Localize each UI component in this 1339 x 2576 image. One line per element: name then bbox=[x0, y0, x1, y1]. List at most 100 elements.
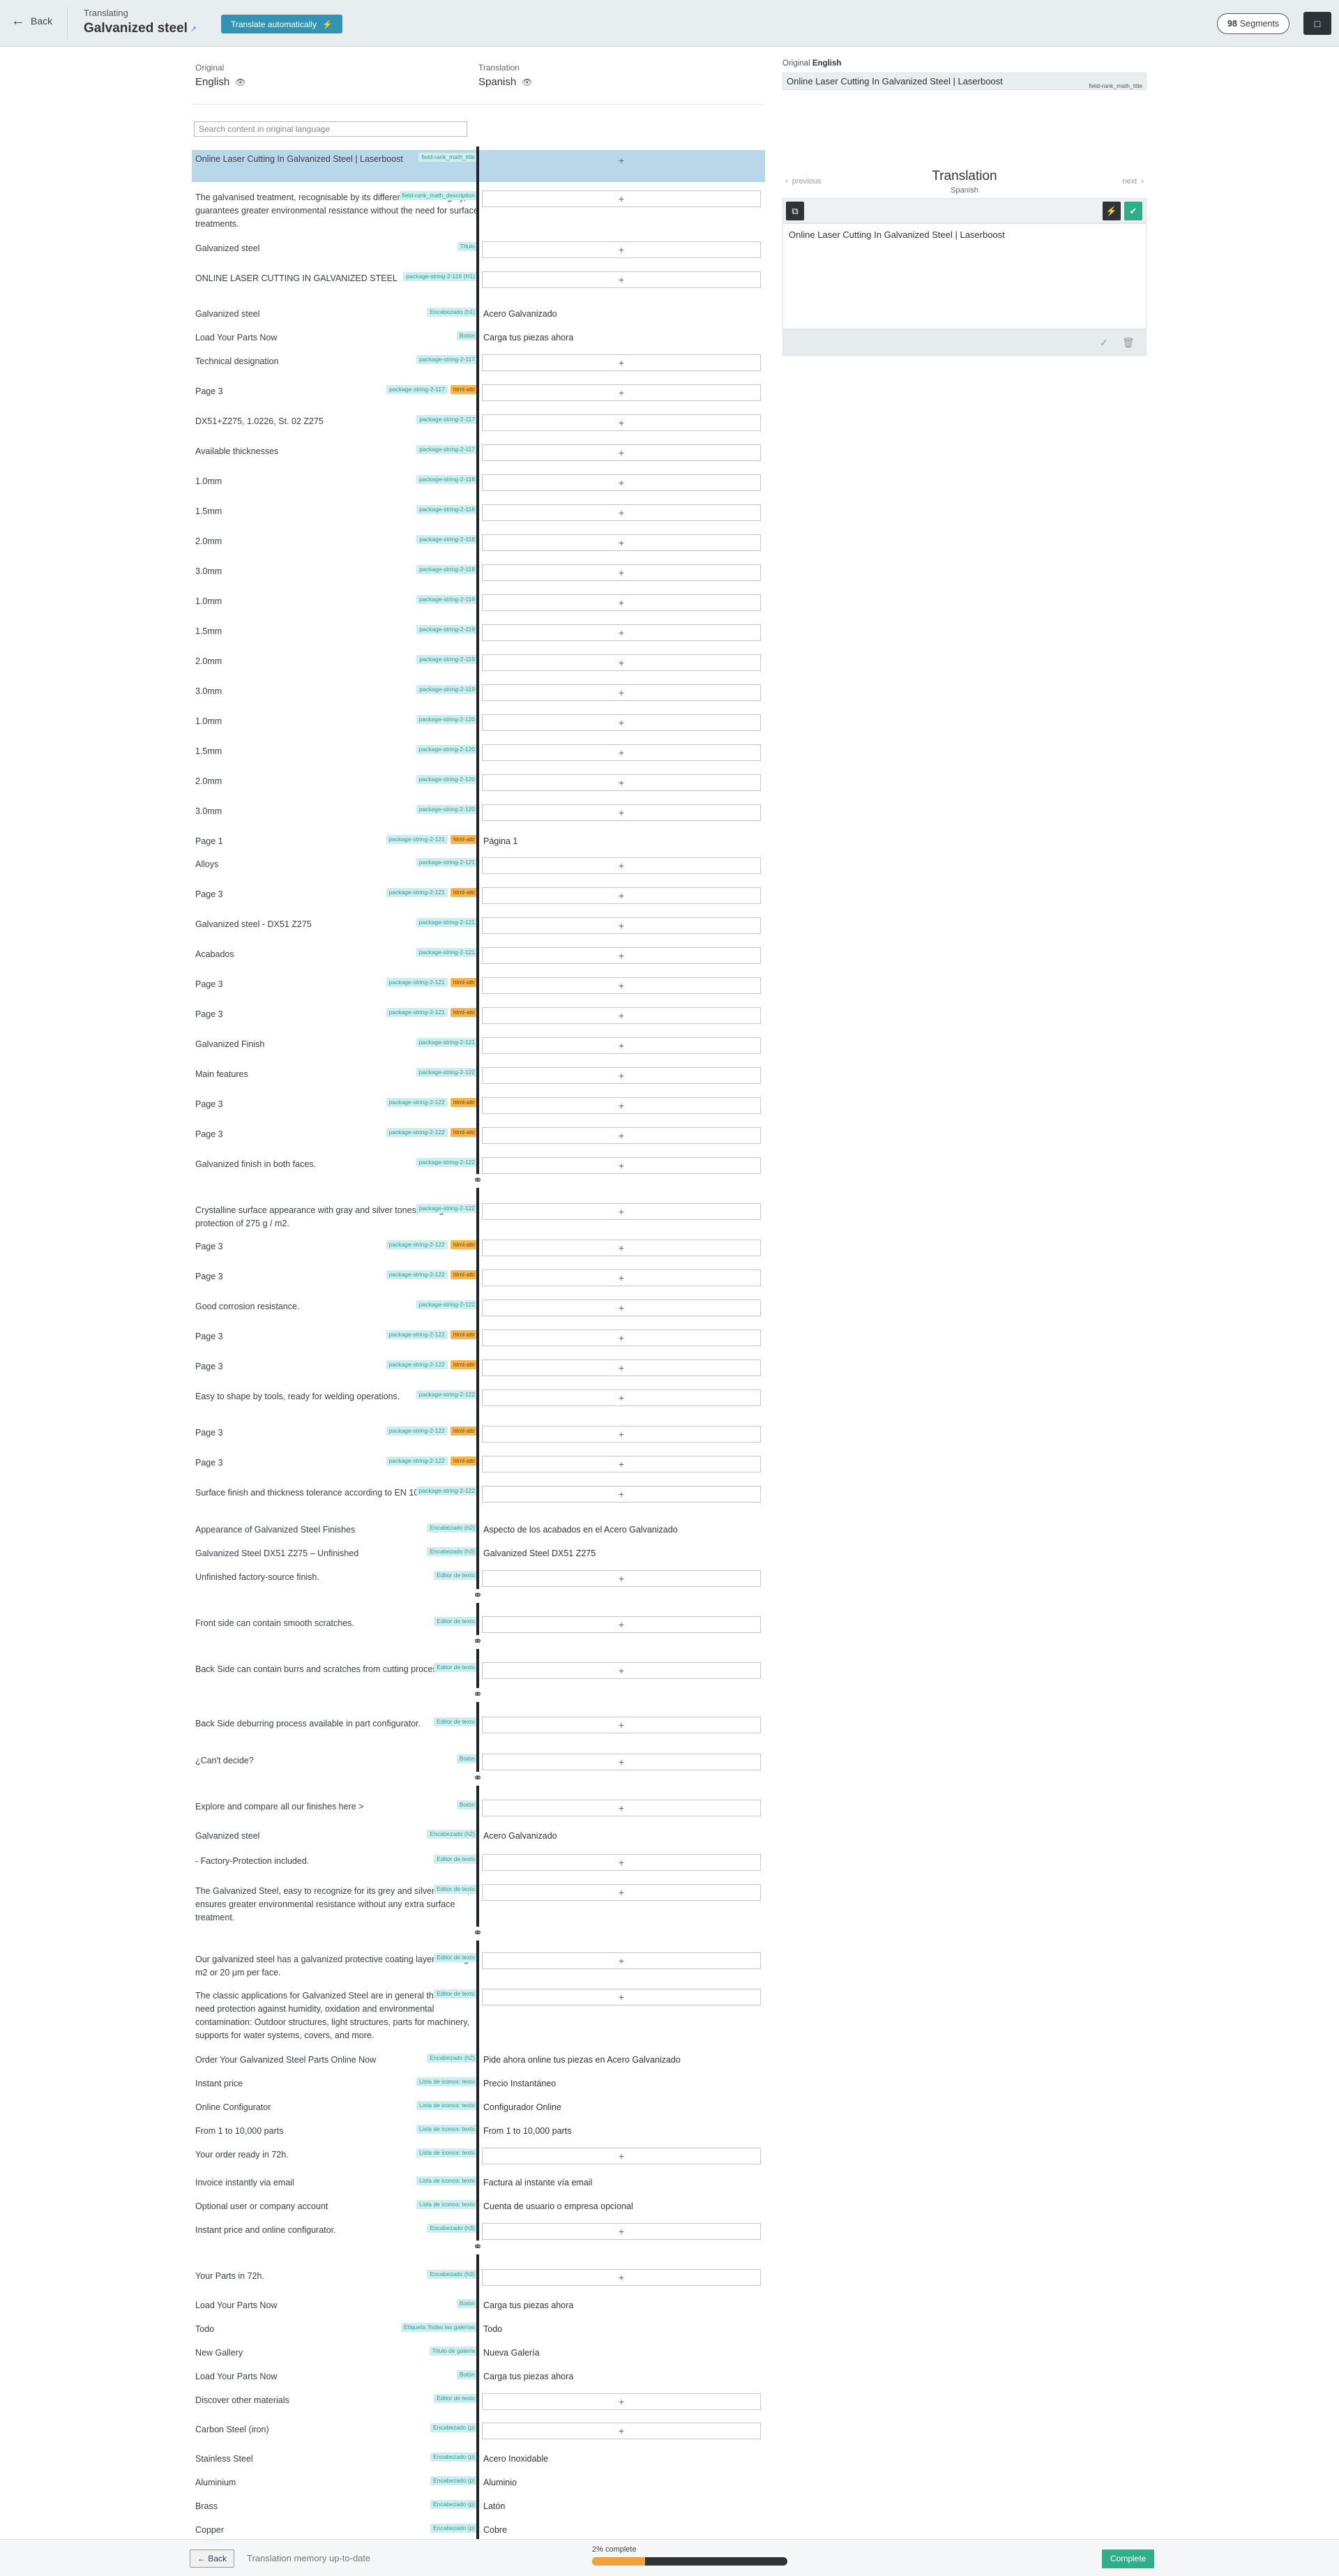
segment-row[interactable]: Surface finish and thickness tolerance a… bbox=[192, 1484, 765, 1514]
segment-translation-field[interactable]: + bbox=[482, 2423, 761, 2439]
segment-row[interactable]: Back Side deburring process available in… bbox=[192, 1715, 765, 1745]
segment-translation-field[interactable]: + bbox=[482, 977, 761, 994]
segment-translation-field[interactable]: + bbox=[482, 534, 761, 551]
segment-row[interactable]: 1.0mm package-string-2-120 + bbox=[192, 712, 765, 735]
segment-translation-field[interactable]: + bbox=[482, 804, 761, 821]
segment-translation-text[interactable]: Carga tus piezas ahora bbox=[483, 333, 574, 342]
segment-row[interactable]: Galvanized Steel DX51 Z275 – Unfinished E… bbox=[192, 1544, 765, 1564]
segment-row[interactable]: 3.0mm package-string-2-118 + bbox=[192, 562, 765, 585]
segment-translation-field[interactable]: + bbox=[482, 857, 761, 874]
segment-translation-field[interactable]: + bbox=[482, 271, 761, 288]
segment-translation-field[interactable]: + bbox=[482, 1989, 761, 2005]
segment-translation-field[interactable]: + bbox=[482, 190, 761, 207]
segment-row[interactable]: 1.5mm package-string-2-118 + bbox=[192, 502, 765, 525]
segment-translation-field[interactable]: + bbox=[482, 1097, 761, 1114]
segment-row[interactable]: 1.0mm package-string-2-118 + bbox=[192, 472, 765, 495]
segment-translation-field[interactable]: + bbox=[482, 474, 761, 491]
segment-row[interactable]: Copper Encabezado (p) Cobre bbox=[192, 2521, 765, 2540]
segment-translation-field[interactable]: + bbox=[482, 1330, 761, 1346]
segment-translation-field[interactable]: + bbox=[482, 241, 761, 258]
segment-translation-field[interactable]: + bbox=[482, 1359, 761, 1376]
next-button[interactable]: next › bbox=[1122, 177, 1144, 186]
segment-row[interactable]: Appearance of Galvanized Steel Finishes E… bbox=[192, 1521, 765, 1540]
segment-translation-field[interactable]: + bbox=[482, 1037, 761, 1054]
segment-translation-text[interactable]: Aluminio bbox=[483, 2478, 517, 2487]
segment-row[interactable]: Invoice instantly via email Lista de icon… bbox=[192, 2174, 765, 2193]
segment-row[interactable]: 1.5mm package-string-2-120 + bbox=[192, 742, 765, 764]
segment-row[interactable]: Page 3 package-string-2-122 html-attr + bbox=[192, 1357, 765, 1380]
segment-translation-text[interactable]: Carga tus piezas ahora bbox=[483, 2300, 574, 2310]
segment-translation-text[interactable]: Nueva Galería bbox=[483, 2348, 540, 2358]
segment-row[interactable]: Galvanized steel - DX51 Z275 package-stri… bbox=[192, 915, 765, 937]
segment-translation-field[interactable]: + bbox=[482, 744, 761, 761]
segment-row[interactable]: Acabados package-string-2-121 + bbox=[192, 945, 765, 967]
segment-translation-field[interactable]: + bbox=[482, 947, 761, 964]
segment-row[interactable]: Front side can contain smooth scratches.… bbox=[192, 1614, 765, 1636]
segment-row[interactable]: - Factory-Protection included. Editor de … bbox=[192, 1852, 765, 1874]
segment-row[interactable]: Page 1 package-string-2-121 html-attr Págin… bbox=[192, 832, 765, 852]
segment-row[interactable]: Page 3 package-string-2-121 html-attr + bbox=[192, 1005, 765, 1027]
segment-row[interactable]: Page 3 package-string-2-122 html-attr + bbox=[192, 1424, 765, 1446]
segment-translation-field[interactable]: + bbox=[482, 504, 761, 521]
segment-translation-field[interactable]: + bbox=[482, 2393, 761, 2410]
segment-row[interactable]: Your Parts in 72h. Encabezado (h3) + bbox=[192, 2267, 765, 2289]
segment-translation-field[interactable]: + bbox=[482, 1754, 761, 1770]
segment-translation-field[interactable]: + bbox=[482, 444, 761, 461]
segment-row[interactable]: From 1 to 10,000 parts Lista de iconos: t… bbox=[192, 2122, 765, 2141]
segment-row[interactable]: 3.0mm package-string-2-120 + bbox=[192, 802, 765, 824]
segment-translation-field[interactable]: + bbox=[482, 1203, 761, 1220]
segment-row[interactable]: Page 3 package-string-2-121 html-attr + bbox=[192, 885, 765, 907]
segment-translation-field[interactable]: + bbox=[482, 1127, 761, 1144]
segment-translation-field[interactable]: + bbox=[482, 1240, 761, 1256]
segment-translation-field[interactable]: + bbox=[482, 1616, 761, 1633]
segment-translation-field[interactable]: + bbox=[482, 887, 761, 904]
segment-row[interactable]: Page 3 package-string-2-121 html-attr + bbox=[192, 975, 765, 997]
segment-row[interactable]: Your order ready in 72h. Lista de iconos:… bbox=[192, 2146, 765, 2168]
segment-translation-field[interactable]: + bbox=[482, 1952, 761, 1969]
segment-translation-field[interactable]: + bbox=[482, 654, 761, 671]
segment-row[interactable]: Galvanized steel Encabezado (h1) Acero Gal… bbox=[192, 305, 765, 324]
segment-translation-field[interactable]: + bbox=[482, 1300, 761, 1316]
eye-icon[interactable]: 👁 bbox=[522, 77, 533, 87]
segment-row[interactable]: Stainless Steel Encabezado (p) Acero Inoxi… bbox=[192, 2450, 765, 2469]
segment-row[interactable]: 1.5mm package-string-2-119 + bbox=[192, 622, 765, 645]
segment-row[interactable]: Available thicknesses package-string-2-11… bbox=[192, 442, 765, 465]
segment-translation-field[interactable]: + bbox=[482, 1662, 761, 1679]
segment-row[interactable]: Galvanized steel Título + bbox=[192, 239, 765, 262]
segment-row[interactable]: Online Configurator Lista de iconos: text… bbox=[192, 2098, 765, 2118]
segment-translation-field[interactable]: + bbox=[482, 1854, 761, 1871]
segment-row[interactable]: Page 3 package-string-2-122 html-attr + bbox=[192, 1237, 765, 1260]
segment-translation-text[interactable]: Página 1 bbox=[483, 836, 518, 846]
segment-translation-field[interactable]: + bbox=[482, 1717, 761, 1733]
segment-translation-field[interactable]: + bbox=[482, 714, 761, 731]
segment-row[interactable]: Technical designation package-string-2-11… bbox=[192, 352, 765, 375]
segment-translation-text[interactable]: Acero Galvanizado bbox=[483, 309, 557, 319]
segment-row[interactable]: Page 3 package-string-2-122 html-attr + bbox=[192, 1267, 765, 1290]
back-button[interactable]: ← Back bbox=[11, 14, 52, 28]
segment-translation-field[interactable]: + bbox=[482, 152, 761, 169]
segment-translation-field[interactable]: + bbox=[482, 384, 761, 401]
segment-translation-text[interactable]: Carga tus piezas ahora bbox=[483, 2372, 574, 2381]
segment-row[interactable]: Load Your Parts Now Botón Carga tus piezas… bbox=[192, 329, 765, 348]
segment-row[interactable]: Carbon Steel (iron) Encabezado (p) + bbox=[192, 2420, 765, 2443]
eye-icon[interactable]: 👁 bbox=[235, 77, 246, 87]
segment-translation-field[interactable]: + bbox=[482, 1486, 761, 1502]
segment-translation-field[interactable]: + bbox=[482, 2223, 761, 2240]
segment-row[interactable]: Page 3 package-string-2-122 html-attr + bbox=[192, 1454, 765, 1476]
external-link-icon[interactable]: ↗ bbox=[190, 24, 197, 33]
segment-translation-field[interactable]: + bbox=[482, 2148, 761, 2164]
segment-row[interactable]: Page 3 package-string-2-122 html-attr + bbox=[192, 1095, 765, 1117]
previous-button[interactable]: ‹ previous bbox=[785, 177, 822, 186]
segment-row[interactable]: Our galvanized steel has a galvanized pr… bbox=[192, 1950, 765, 1981]
segment-row[interactable]: The galvanised treatment, recognisable b… bbox=[192, 188, 765, 233]
segment-translation-text[interactable]: Galvanized Steel DX51 Z275 bbox=[483, 1549, 596, 1558]
segment-row[interactable]: The classic applications for Galvanized … bbox=[192, 1987, 765, 2051]
complete-button[interactable]: Complete bbox=[1102, 2549, 1155, 2568]
translation-editor[interactable]: Online Laser Cutting In Galvanized Steel… bbox=[782, 223, 1147, 329]
segment-translation-field[interactable]: + bbox=[482, 1884, 761, 1901]
segment-translation-field[interactable]: + bbox=[482, 774, 761, 791]
segment-row[interactable]: Easy to shape by tools, ready for weldin… bbox=[192, 1387, 765, 1418]
segment-row[interactable]: Galvanized steel Encabezado (h2) Acero Gal… bbox=[192, 1827, 765, 1846]
segment-row[interactable]: The Galvanized Steel, easy to recognize … bbox=[192, 1882, 765, 1927]
link-icon[interactable]: ⚭ bbox=[469, 1772, 486, 1786]
